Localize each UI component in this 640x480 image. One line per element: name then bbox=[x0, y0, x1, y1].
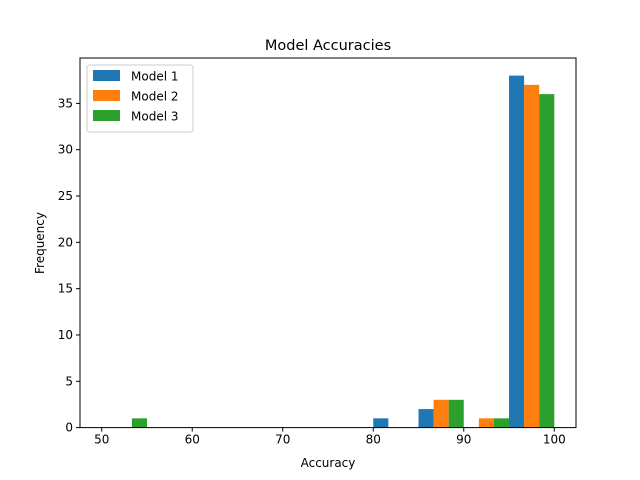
legend-swatch-model-2 bbox=[93, 90, 120, 101]
x-axis-label: Accuracy bbox=[301, 456, 356, 470]
bar-model-3-bin-7 bbox=[448, 399, 464, 428]
y-tick-label: 0 bbox=[65, 421, 73, 435]
chart-title: Model Accuracies bbox=[265, 38, 391, 54]
bar-model-3-bin-8 bbox=[493, 418, 510, 428]
bar-model-1-bin-6 bbox=[373, 418, 389, 428]
legend-label: Model 1 bbox=[131, 70, 178, 84]
bars-group bbox=[131, 75, 555, 428]
x-tick-label: 90 bbox=[456, 433, 471, 447]
legend-label: Model 2 bbox=[131, 90, 178, 104]
bar-model-2-bin-7 bbox=[433, 399, 449, 428]
y-axis-label: Frequency bbox=[33, 212, 47, 274]
y-tick-label: 35 bbox=[58, 96, 73, 110]
y-tick-label: 20 bbox=[58, 235, 73, 249]
y-tick-label: 10 bbox=[58, 328, 73, 342]
bar-model-2-bin-8 bbox=[478, 418, 494, 428]
x-tick-label: 80 bbox=[366, 433, 381, 447]
x-axis: 50 60 70 80 90 100 bbox=[94, 427, 566, 447]
y-tick-label: 5 bbox=[65, 374, 73, 388]
y-tick-label: 15 bbox=[58, 282, 73, 296]
legend-label: Model 3 bbox=[131, 110, 178, 124]
bar-model-1-bin-7 bbox=[418, 409, 434, 428]
legend-swatch-model-3 bbox=[93, 110, 120, 121]
y-axis: 0 5 10 15 20 25 30 35 bbox=[58, 96, 80, 435]
x-tick-label: 50 bbox=[94, 433, 109, 447]
bar-model-3-bin-0 bbox=[131, 418, 147, 428]
x-tick-label: 60 bbox=[185, 433, 200, 447]
bar-model-2-bin-9 bbox=[524, 84, 540, 428]
y-tick-label: 25 bbox=[58, 189, 73, 203]
bar-model-1-bin-9 bbox=[509, 75, 525, 428]
legend: Model 1 Model 2 Model 3 bbox=[86, 64, 194, 133]
x-tick-label: 100 bbox=[543, 433, 566, 447]
bar-model-3-bin-9 bbox=[539, 94, 555, 428]
x-tick-label: 70 bbox=[275, 433, 290, 447]
legend-swatch-model-1 bbox=[93, 70, 120, 81]
y-tick-label: 30 bbox=[58, 143, 73, 157]
